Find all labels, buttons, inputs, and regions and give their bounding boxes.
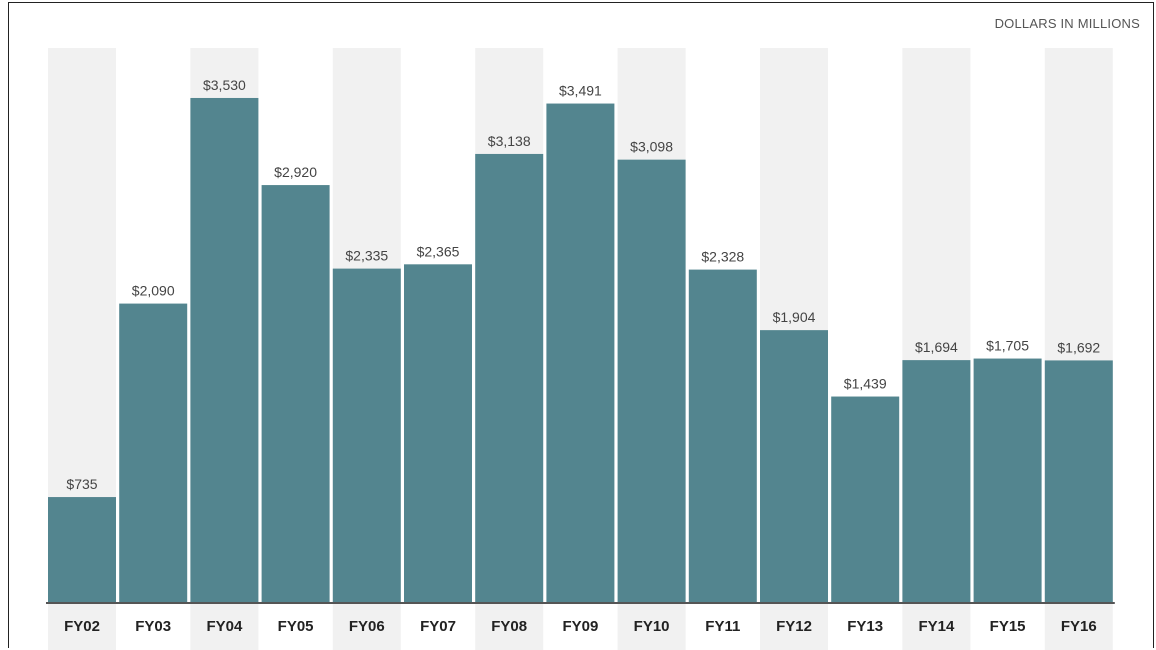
bar-fy12	[760, 330, 828, 602]
bar-fy04	[190, 97, 259, 602]
tick-label-fy15: FY15	[990, 618, 1026, 635]
data-label-fy13: $1,439	[844, 376, 887, 392]
data-label-fy11: $2,328	[701, 249, 744, 265]
data-label-fy02: $735	[66, 476, 97, 492]
tick-label-fy10: FY10	[634, 618, 670, 635]
bar-fy05	[261, 185, 330, 603]
bar-fy06	[332, 268, 401, 602]
tick-label-fy06: FY06	[349, 618, 385, 635]
tick-label-fy11: FY11	[705, 618, 740, 635]
bar-fy03	[119, 303, 188, 602]
tick-label-fy13: FY13	[847, 618, 883, 635]
data-label-fy04: $3,530	[203, 77, 246, 93]
bar-fy08	[475, 153, 544, 602]
data-label-fy15: $1,705	[986, 338, 1029, 354]
tick-label-fy04: FY04	[206, 618, 243, 635]
bar-fy14	[902, 360, 971, 602]
bar-fy09	[546, 103, 615, 602]
data-label-fy07: $2,365	[417, 243, 460, 259]
tick-label-fy02: FY02	[64, 618, 100, 635]
tick-label-fy09: FY09	[562, 618, 598, 635]
bar-fy15	[973, 358, 1042, 602]
data-label-fy06: $2,335	[345, 248, 388, 264]
bar-fy02	[48, 497, 116, 602]
data-label-fy16: $1,692	[1057, 339, 1100, 355]
tick-label-fy05: FY05	[278, 618, 314, 635]
data-label-fy09: $3,491	[559, 83, 602, 99]
bar-fy07	[404, 264, 472, 602]
bar-fy11	[688, 269, 757, 602]
units-note: DOLLARS IN MILLIONS	[994, 16, 1140, 31]
data-label-fy12: $1,904	[773, 309, 816, 325]
bar-fy16	[1044, 360, 1113, 602]
data-label-fy14: $1,694	[915, 339, 958, 355]
tick-label-fy03: FY03	[135, 618, 171, 635]
tick-label-fy08: FY08	[491, 618, 527, 635]
data-label-fy03: $2,090	[132, 283, 175, 299]
bar-fy13	[831, 396, 900, 602]
tick-label-fy07: FY07	[420, 618, 456, 635]
data-label-fy08: $3,138	[488, 133, 531, 149]
bar-fy10	[617, 159, 686, 602]
data-label-fy05: $2,920	[274, 164, 317, 180]
data-label-fy10: $3,098	[630, 139, 673, 155]
tick-label-fy12: FY12	[776, 618, 812, 635]
tick-label-fy16: FY16	[1061, 618, 1097, 635]
tick-label-fy14: FY14	[918, 618, 955, 635]
